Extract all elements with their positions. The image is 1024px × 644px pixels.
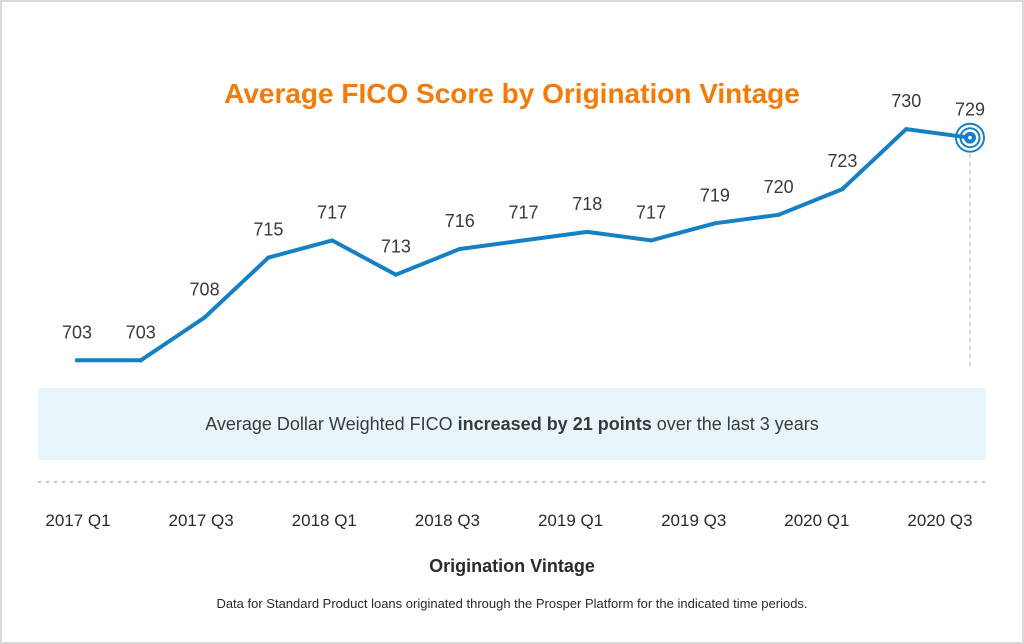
- data-point: [904, 127, 909, 132]
- callout-banner: [38, 388, 986, 460]
- x-tick-label: 2017 Q3: [169, 511, 234, 530]
- data-point: [202, 315, 207, 320]
- footnote: Data for Standard Product loans originat…: [216, 596, 807, 611]
- data-label: 729: [955, 100, 985, 120]
- data-point: [712, 221, 717, 226]
- data-point: [330, 238, 335, 243]
- x-tick-label: 2017 Q1: [45, 511, 110, 530]
- x-tick-label: 2018 Q3: [415, 511, 480, 530]
- data-point: [138, 358, 143, 363]
- data-label: 716: [445, 211, 475, 231]
- data-label: 715: [253, 220, 283, 240]
- x-tick-label: 2020 Q1: [784, 511, 849, 530]
- data-point: [521, 238, 526, 243]
- data-point: [585, 229, 590, 234]
- x-tick-label: 2018 Q1: [292, 511, 357, 530]
- data-label: 719: [700, 185, 730, 205]
- data-label: 730: [891, 91, 921, 111]
- callout-prefix: Average Dollar Weighted FICO: [205, 414, 457, 434]
- callout-text: Average Dollar Weighted FICO increased b…: [205, 414, 819, 434]
- data-point: [75, 358, 79, 363]
- data-point: [649, 238, 654, 243]
- x-tick-label: 2019 Q1: [538, 511, 603, 530]
- data-label: 703: [62, 322, 92, 342]
- x-axis-label: Origination Vintage: [429, 556, 595, 576]
- data-label: 723: [827, 151, 857, 171]
- data-point: [840, 187, 845, 192]
- highlight-ring-middle: [959, 127, 981, 149]
- data-point: [776, 212, 781, 217]
- x-tick-label: 2019 Q3: [661, 511, 726, 530]
- data-label: 718: [572, 194, 602, 214]
- chart-marks: 703 703 708 715 717 713 716 717 718 717 719 720 723 7…: [62, 91, 985, 368]
- callout-suffix: over the last 3 years: [652, 414, 819, 434]
- x-tick-labels: 2017 Q1 2017 Q3 2018 Q1 2018 Q3 2019 Q1 2019 …: [45, 511, 972, 530]
- data-label: 717: [317, 202, 347, 222]
- x-tick-label: 2020 Q3: [907, 511, 972, 530]
- highlight-ring-outer: [955, 122, 985, 153]
- chart-title: Average FICO Score by Origination Vintag…: [224, 78, 800, 109]
- data-label: 720: [764, 177, 794, 197]
- data-label: 717: [508, 202, 538, 222]
- data-point: [266, 255, 271, 260]
- highlight-dot-center: [968, 135, 972, 140]
- callout-bold: increased by 21 points: [458, 414, 652, 434]
- data-point: [393, 272, 398, 277]
- data-label: 717: [636, 202, 666, 222]
- data-label: 708: [190, 280, 220, 300]
- data-point: [457, 247, 462, 251]
- data-label: 703: [126, 322, 156, 342]
- data-label: 713: [381, 237, 411, 257]
